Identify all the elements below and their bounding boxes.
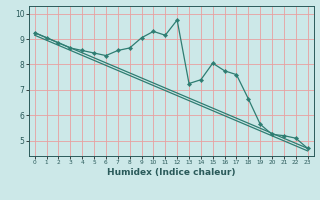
X-axis label: Humidex (Indice chaleur): Humidex (Indice chaleur): [107, 168, 236, 177]
